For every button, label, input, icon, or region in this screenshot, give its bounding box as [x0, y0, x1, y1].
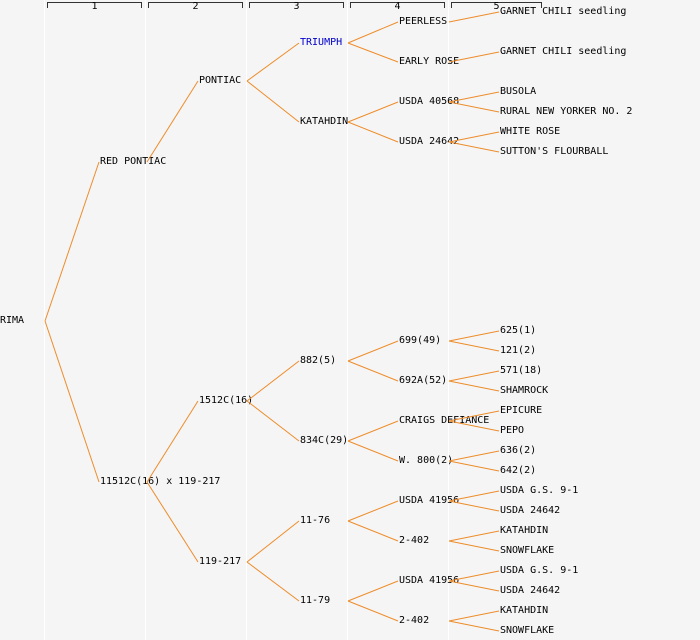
node-2-402: 2-402: [399, 535, 430, 546]
generation-bracket: 2: [148, 2, 243, 12]
node-11512c-16-x-119-217: 11512C(16) x 119-217: [100, 476, 221, 487]
pedigree-edge: [246, 80, 300, 123]
generation-bracket: 5: [451, 2, 542, 12]
node-pontiac: PONTIAC: [199, 75, 242, 86]
pedigree-edge: [347, 121, 399, 143]
pedigree-edge: [347, 340, 399, 362]
node-usda-g-s-9-1: USDA G.S. 9-1: [500, 565, 579, 576]
generation-bracket: 4: [350, 2, 445, 12]
pedigree-edge: [448, 460, 500, 472]
pedigree-edge: [246, 561, 300, 602]
node-1512c-16: 1512C(16): [199, 395, 254, 406]
node-11-79: 11-79: [300, 595, 331, 606]
node-636-2: 636(2): [500, 445, 537, 456]
generation-bracket: 3: [249, 2, 344, 12]
pedigree-edge: [448, 340, 500, 352]
node-katahdin: KATAHDIN: [500, 605, 549, 616]
generation-bracket: 1: [47, 2, 142, 12]
pedigree-edge: [44, 320, 100, 483]
generation-label: 3: [293, 1, 300, 12]
node-699-49: 699(49): [399, 335, 442, 346]
pedigree-edge: [448, 370, 500, 382]
pedigree-edge: [347, 21, 399, 44]
pedigree-edge: [448, 380, 500, 392]
node-rural-new-yorker-no-2: RURAL NEW YORKER NO. 2: [500, 106, 633, 117]
pedigree-edge: [448, 610, 500, 622]
node-garnet-chili-seedling: GARNET CHILI seedling: [500, 46, 627, 57]
node-642-2: 642(2): [500, 465, 537, 476]
node-shamrock: SHAMROCK: [500, 385, 549, 396]
column-gridline: [145, 0, 146, 640]
node-121-2: 121(2): [500, 345, 537, 356]
pedigree-edge: [347, 600, 399, 622]
generation-label: 2: [192, 1, 199, 12]
column-gridline: [44, 0, 45, 640]
node-usda-24642: USDA 24642: [500, 585, 561, 596]
node-usda-41956: USDA 41956: [399, 495, 460, 506]
column-gridline: [448, 0, 449, 640]
pedigree-edge: [347, 580, 399, 602]
node-garnet-chili-seedling: GARNET CHILI seedling: [500, 6, 627, 17]
pedigree-edge: [347, 42, 399, 63]
node-119-217: 119-217: [199, 556, 242, 567]
node-red-pontiac: RED PONTIAC: [100, 156, 167, 167]
pedigree-edge: [347, 420, 399, 442]
pedigree-edge: [44, 161, 100, 322]
node-11-76: 11-76: [300, 515, 331, 526]
pedigree-edge: [146, 400, 199, 483]
pedigree-edge: [347, 360, 399, 382]
node-2-402: 2-402: [399, 615, 430, 626]
node-snowflake: SNOWFLAKE: [500, 625, 555, 636]
pedigree-edge: [448, 530, 500, 542]
pedigree-edge: [347, 520, 399, 542]
node-usda-g-s-9-1: USDA G.S. 9-1: [500, 485, 579, 496]
node-white-rose: WHITE ROSE: [500, 126, 561, 137]
column-gridline: [246, 0, 247, 640]
node-early-rose: EARLY ROSE: [399, 56, 460, 67]
pedigree-edge: [246, 400, 300, 442]
node-rima: RIMA: [0, 315, 25, 326]
node-craigs-defiance: CRAIGS DEFIANCE: [399, 415, 490, 426]
node-epicure: EPICURE: [500, 405, 543, 416]
node-usda-40568: USDA 40568: [399, 96, 460, 107]
node-snowflake: SNOWFLAKE: [500, 545, 555, 556]
node-pepo: PEPO: [500, 425, 525, 436]
node-busola: BUSOLA: [500, 86, 537, 97]
node-625-1: 625(1): [500, 325, 537, 336]
pedigree-edge: [448, 540, 500, 552]
generation-label: 5: [493, 1, 500, 12]
pedigree-edge: [347, 101, 399, 123]
pedigree-edge: [448, 11, 500, 23]
node-sutton-s-flourball: SUTTON'S FLOURBALL: [500, 146, 609, 157]
node-peerless: PEERLESS: [399, 16, 448, 27]
generation-label: 1: [91, 1, 98, 12]
node-usda-24642: USDA 24642: [500, 505, 561, 516]
pedigree-edge: [246, 520, 300, 563]
pedigree-edge: [448, 620, 500, 632]
node-w-800-2: W. 800(2): [399, 455, 454, 466]
node-882-5: 882(5): [300, 355, 337, 366]
node-834c-29: 834C(29): [300, 435, 349, 446]
pedigree-edge: [448, 450, 500, 462]
pedigree-edge: [246, 360, 300, 402]
node-katahdin: KATAHDIN: [500, 525, 549, 536]
generation-label: 4: [394, 1, 401, 12]
pedigree-edge: [347, 440, 399, 462]
node-usda-41956: USDA 41956: [399, 575, 460, 586]
pedigree-edge: [448, 330, 500, 342]
node-692a-52: 692A(52): [399, 375, 448, 386]
pedigree-edge: [347, 500, 399, 522]
pedigree-edge: [146, 80, 199, 163]
node-triumph[interactable]: TRIUMPH: [300, 37, 343, 48]
column-gridline: [347, 0, 348, 640]
node-katahdin: KATAHDIN: [300, 116, 349, 127]
node-571-18: 571(18): [500, 365, 543, 376]
pedigree-edge: [146, 481, 199, 563]
pedigree-edge: [246, 42, 300, 82]
node-usda-24642: USDA 24642: [399, 136, 460, 147]
